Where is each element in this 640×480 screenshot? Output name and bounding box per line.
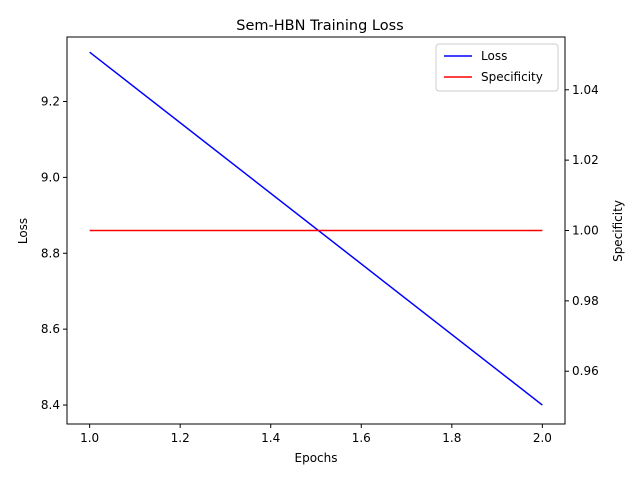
right-y-tick-label: 1.02 — [572, 153, 599, 167]
left-y-tick-label: 9.2 — [41, 95, 60, 109]
right-y-tick-label: 1.00 — [572, 224, 599, 238]
left-y-tick-label: 8.4 — [41, 398, 60, 412]
right-y-tick-label: 0.96 — [572, 364, 599, 378]
x-tick-label: 1.0 — [80, 431, 99, 445]
x-axis-ticks: 1.0 1.2 1.4 1.6 1.8 2.0 — [80, 424, 552, 445]
legend-label-loss: Loss — [481, 49, 507, 63]
left-y-tick-label: 8.6 — [41, 322, 60, 336]
series-line-loss — [89, 51, 543, 406]
legend-label-specificity: Specificity — [481, 70, 543, 84]
x-tick-label: 2.0 — [533, 431, 552, 445]
chart-title: Sem-HBN Training Loss — [236, 18, 403, 34]
plot-lines — [89, 51, 543, 406]
x-tick-label: 1.4 — [261, 431, 280, 445]
left-y-axis-label: Loss — [16, 218, 30, 244]
right-y-axis-label: Specificity — [611, 200, 625, 262]
x-tick-label: 1.8 — [442, 431, 461, 445]
left-y-axis-ticks: 8.4 8.6 8.8 9.0 9.2 — [41, 95, 67, 412]
right-y-tick-label: 1.04 — [572, 83, 599, 97]
x-tick-label: 1.6 — [352, 431, 371, 445]
legend: Loss Specificity — [435, 43, 559, 92]
right-y-axis-ticks: 0.96 0.98 1.00 1.02 1.04 — [565, 83, 599, 378]
left-y-tick-label: 8.8 — [41, 246, 60, 260]
x-tick-label: 1.2 — [171, 431, 190, 445]
left-y-tick-label: 9.0 — [41, 170, 60, 184]
x-axis-label: Epochs — [295, 451, 338, 465]
right-y-tick-label: 0.98 — [572, 294, 599, 308]
